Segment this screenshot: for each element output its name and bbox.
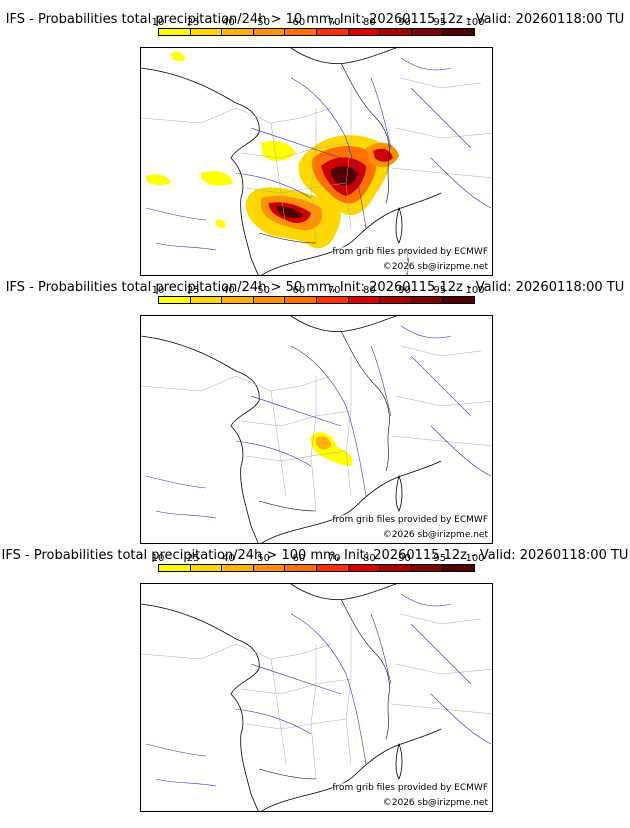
precip-overlay — [310, 432, 353, 466]
panel-title: IFS - Probabilities total precipitation/… — [1, 548, 629, 563]
credit-copyright: ©2026 sb@irizpme.net — [382, 262, 488, 273]
colorbar-segment — [253, 29, 286, 35]
coastlines — [141, 316, 442, 543]
regional-borders — [141, 77, 492, 244]
colorbar-segment — [380, 297, 412, 303]
colorbar-segment — [253, 565, 286, 571]
colorbar-tick-label: 90 — [398, 285, 411, 296]
colorbar-tick-label: 40 — [222, 17, 235, 28]
panel-50mm: IFS - Probabilities total precipitation/… — [0, 268, 630, 544]
map-france: from grib files provided by ECMWF ©2026 … — [140, 583, 493, 812]
colorbar-tick-label: 40 — [222, 285, 235, 296]
colorbar-segment — [411, 29, 444, 35]
colorbar-tick-label: 70 — [327, 553, 341, 564]
colorbar-segment — [159, 565, 191, 571]
colorbar-tick-label: 90 — [398, 553, 411, 564]
map-france: from grib files provided by ECMWF ©2026 … — [140, 315, 493, 544]
credit-source: from grib files provided by ECMWF — [332, 783, 488, 794]
panel-10mm: IFS - Probabilities total precipitation/… — [0, 0, 630, 276]
credit-copyright: ©2026 sb@irizpme.net — [382, 798, 488, 809]
colorbar-tick-label: 50 — [257, 553, 271, 564]
colorbar-tick-label: 25 — [186, 553, 200, 564]
colorbar-segment — [285, 297, 317, 303]
colorbar-tick-label: 60 — [292, 553, 306, 564]
colorbar-tick-label: 90 — [398, 17, 411, 28]
colorbar-tick-label: 10 — [151, 17, 165, 28]
colorbar-segment — [253, 297, 286, 303]
colorbar-segment — [348, 297, 381, 303]
colorbar-tick-label: 100 — [465, 285, 485, 296]
colorbar-segment — [348, 565, 381, 571]
colorbar-tick-label: 100 — [465, 17, 485, 28]
colorbar-tick-label: 25 — [186, 285, 200, 296]
colorbar-tick-label: 95 — [433, 553, 447, 564]
colorbar-segment — [285, 29, 317, 35]
map-svg — [141, 584, 492, 811]
colorbar-tick-label: 80 — [362, 17, 376, 28]
country-borders — [258, 330, 390, 512]
colorbar-segment — [190, 297, 223, 303]
colorbar-ticks: 10 25 40 50 60 70 80 90 95 100 — [152, 17, 485, 28]
colorbar-tick-label: 10 — [151, 553, 165, 564]
colorbar-segment — [380, 29, 412, 35]
colorbar-tick-label: 80 — [362, 553, 376, 564]
colorbar-segment — [443, 29, 474, 35]
colorbar-tick-label: 40 — [222, 553, 235, 564]
colorbar-tick-label: 80 — [362, 285, 376, 296]
colorbar-tick-label: 25 — [186, 17, 200, 28]
colorbar-segment — [348, 29, 381, 35]
colorbar-tick-label: 10 — [151, 285, 165, 296]
colorbar-segment — [222, 565, 254, 571]
colorbar-segment — [190, 29, 223, 35]
colorbar-tick-label: 60 — [292, 17, 306, 28]
colorbar-segment — [443, 565, 474, 571]
precip-overlay — [146, 51, 399, 249]
colorbar-segment — [411, 565, 444, 571]
colorbar-segment — [222, 29, 254, 35]
coastlines — [141, 584, 442, 811]
map-svg — [141, 316, 492, 543]
colorbar-segment — [316, 29, 349, 35]
colorbar-ticks: 10 25 40 50 60 70 80 90 95 100 — [152, 285, 485, 296]
colorbar-tick-label: 50 — [257, 17, 271, 28]
colorbar-tick-label: 95 — [433, 285, 447, 296]
colorbar — [158, 296, 475, 304]
colorbar-segment — [316, 565, 349, 571]
colorbar-tick-label: 60 — [292, 285, 306, 296]
panel-100mm: IFS - Probabilities total precipitation/… — [0, 536, 630, 812]
rivers — [145, 57, 492, 251]
credit-source: from grib files provided by ECMWF — [332, 247, 488, 258]
colorbar-tick-label: 100 — [465, 553, 485, 564]
colorbar-segment — [316, 297, 349, 303]
colorbar-segment — [443, 297, 474, 303]
credit-copyright: ©2026 sb@irizpme.net — [382, 530, 488, 541]
panel-title: IFS - Probabilities total precipitation/… — [5, 280, 625, 295]
colorbar-ticks: 10 25 40 50 60 70 80 90 95 100 — [152, 553, 485, 564]
colorbar-tick-label: 95 — [433, 17, 447, 28]
regional-borders — [141, 345, 492, 512]
colorbar-segment — [190, 565, 223, 571]
colorbar-segment — [159, 29, 191, 35]
rivers — [145, 593, 492, 787]
colorbar-segment — [411, 297, 444, 303]
colorbar-tick-label: 50 — [257, 285, 271, 296]
colorbar — [158, 28, 475, 36]
colorbar-segment — [222, 297, 254, 303]
map-svg — [141, 48, 492, 275]
credit-source: from grib files provided by ECMWF — [332, 515, 488, 526]
rivers — [145, 325, 492, 519]
map-france: from grib files provided by ECMWF ©2026 … — [140, 47, 493, 276]
colorbar-segment — [380, 565, 412, 571]
panel-title: IFS - Probabilities total precipitation/… — [5, 12, 625, 27]
country-borders — [258, 62, 390, 244]
coastlines — [141, 48, 442, 275]
colorbar — [158, 564, 475, 572]
colorbar-segment — [285, 565, 317, 571]
colorbar-segment — [159, 297, 191, 303]
country-borders — [258, 598, 390, 780]
regional-borders — [141, 613, 492, 780]
colorbar-tick-label: 70 — [327, 285, 341, 296]
colorbar-tick-label: 70 — [327, 17, 341, 28]
